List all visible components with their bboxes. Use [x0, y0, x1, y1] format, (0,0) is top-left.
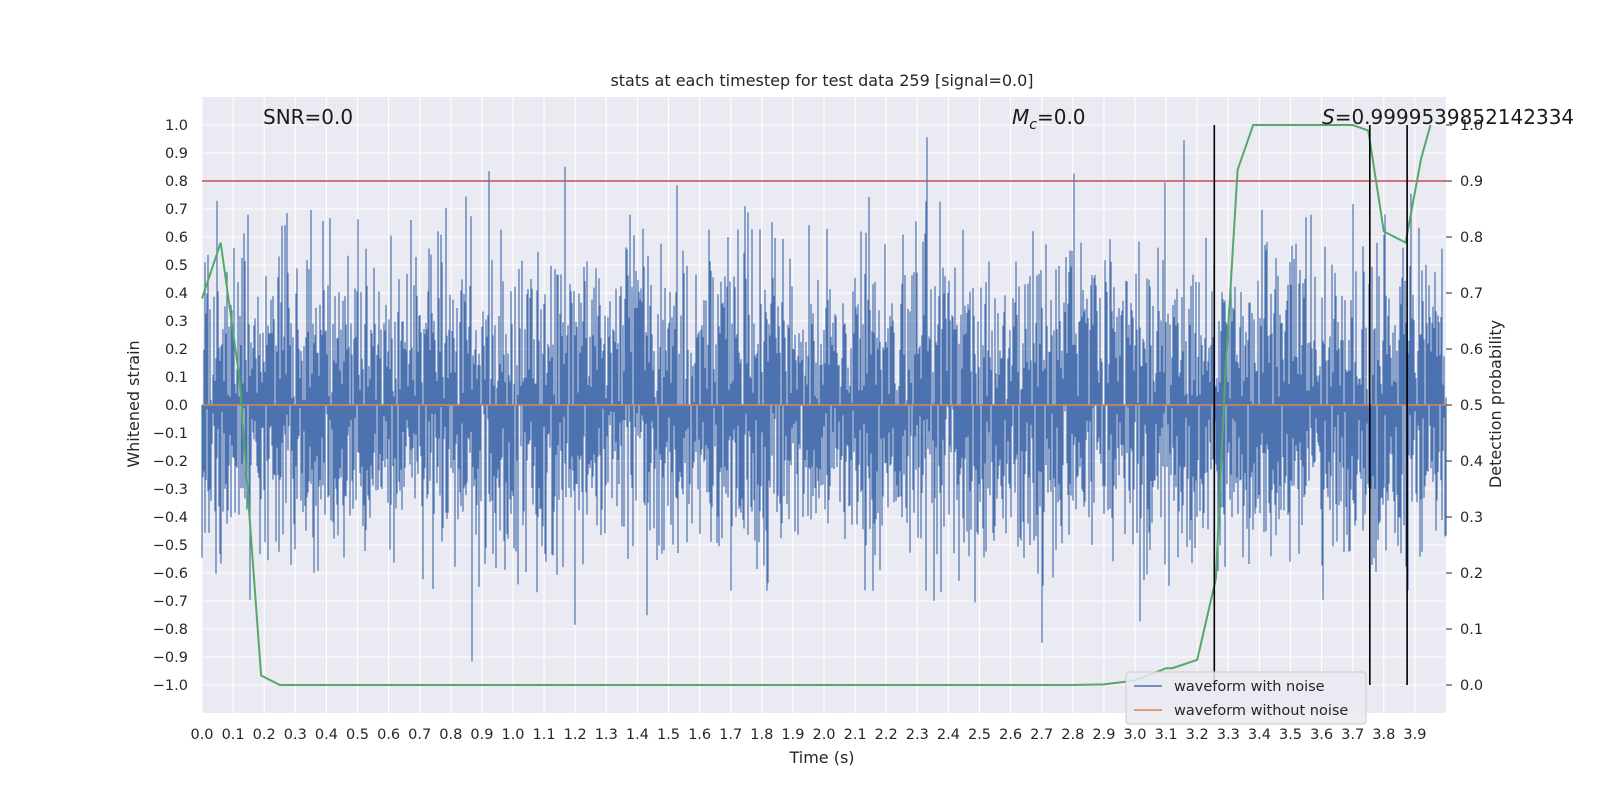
x-tick-label: 0.3 — [284, 727, 307, 743]
x-tick-label: 3.8 — [1372, 727, 1395, 743]
x-tick-label: 1.7 — [719, 727, 742, 743]
y2-tick-label: 1.0 — [1460, 118, 1483, 134]
x-tick-label: 2.4 — [937, 727, 960, 743]
legend-label-noise: waveform with noise — [1174, 679, 1325, 695]
s-symbol: S — [1322, 105, 1335, 129]
y-tick-label: −0.5 — [153, 538, 188, 554]
legend-label-clean: waveform without noise — [1174, 703, 1348, 719]
y2-tick-label: 0.8 — [1460, 230, 1483, 246]
y2-tick-label: 0.0 — [1460, 678, 1483, 694]
x-tick-label: 0.5 — [346, 727, 369, 743]
x-tick-label: 2.6 — [999, 727, 1022, 743]
marker-lines — [1213, 125, 1408, 685]
x-tick-label: 2.7 — [1030, 727, 1053, 743]
x-tick-label: 1.6 — [688, 727, 711, 743]
x-tick-label: 0.0 — [190, 727, 213, 743]
y2-tick-label: 0.1 — [1460, 622, 1483, 638]
y-tick-label: −0.3 — [153, 482, 188, 498]
x-axis-label: Time (s) — [788, 748, 854, 767]
y-tick-label: −1.0 — [153, 678, 188, 694]
y-axis-label: Whitened strain — [124, 340, 143, 467]
y2-axis-label: Detection probability — [1486, 320, 1505, 488]
y-tick-label: −0.9 — [153, 650, 188, 666]
x-tick-label: 0.1 — [222, 727, 245, 743]
x-tick-label: 1.8 — [750, 727, 773, 743]
x-tick-label: 3.1 — [1155, 727, 1178, 743]
x-tick-label: 2.3 — [906, 727, 929, 743]
x-tick-label: 2.1 — [844, 727, 867, 743]
x-tick-label: 0.8 — [439, 727, 462, 743]
y2-tick-label: 0.7 — [1460, 286, 1483, 302]
x-tick-label: 0.4 — [315, 727, 338, 743]
x-tick-label: 3.6 — [1310, 727, 1333, 743]
x-tick-label: 1.0 — [501, 727, 524, 743]
x-tick-label: 2.5 — [968, 727, 991, 743]
legend-box — [1125, 671, 1367, 725]
x-tick-label: 3.0 — [1123, 727, 1146, 743]
chart-title: stats at each timestep for test data 259… — [610, 71, 1033, 90]
snr-annotation: SNR=0.0 — [263, 105, 353, 129]
y-tick-label: 0.2 — [165, 342, 188, 358]
x-tick-label: 1.9 — [781, 727, 804, 743]
series-waveform-with-noise — [201, 137, 1447, 662]
detection-probability-line — [201, 124, 1432, 686]
y-tick-label: −0.8 — [153, 622, 188, 638]
y-tick-label: 0.7 — [165, 202, 188, 218]
legend: waveform with noise waveform without noi… — [1125, 671, 1367, 725]
y-tick-label: −0.2 — [153, 454, 188, 470]
y2-tick-label: 0.6 — [1460, 342, 1483, 358]
mc-subscript: c — [1029, 117, 1037, 133]
x-tick-label: 0.2 — [253, 727, 276, 743]
y2-tick-label: 0.5 — [1460, 398, 1483, 414]
s-value: =0.9999539852142334 — [1335, 105, 1574, 129]
y-tick-label: −0.7 — [153, 594, 188, 610]
y-tick-label: 0.3 — [165, 314, 188, 330]
y2-tick-label: 0.3 — [1460, 510, 1483, 526]
y-tick-label: −0.4 — [153, 510, 188, 526]
x-tick-label: 3.7 — [1341, 727, 1364, 743]
y-tick-label: −0.1 — [153, 426, 188, 442]
x-tick-label: 1.3 — [595, 727, 618, 743]
y-tick-label: 0.6 — [165, 230, 188, 246]
y-tick-label: 0.5 — [165, 258, 188, 274]
x-tick-label: 1.4 — [626, 727, 649, 743]
x-tick-label: 3.3 — [1217, 727, 1240, 743]
y-tick-label: 0.4 — [165, 286, 188, 302]
x-tick-label: 1.5 — [657, 727, 680, 743]
x-tick-label: 3.9 — [1403, 727, 1426, 743]
y2-tick-label: 0.4 — [1460, 454, 1483, 470]
y2-tick-label: 0.9 — [1460, 174, 1483, 190]
y-tick-label: 1.0 — [165, 118, 188, 134]
x-tick-label: 1.2 — [564, 727, 587, 743]
x-tick-label: 2.8 — [1061, 727, 1084, 743]
x-tick-label: 0.6 — [377, 727, 400, 743]
mc-value: =0.0 — [1037, 105, 1086, 129]
x-tick-label: 2.9 — [1092, 727, 1115, 743]
y2-tick-label: 0.2 — [1460, 566, 1483, 582]
y-tick-label: −0.6 — [153, 566, 188, 582]
mc-symbol: M — [1012, 105, 1029, 129]
x-tick-label: 2.2 — [875, 727, 898, 743]
y-tick-label: 0.0 — [165, 398, 188, 414]
y-axis-ticks: 1.0 0.9 0.8 0.7 0.6 0.5 0.4 0.3 0.2 0.1 0.0 −0.1 −0.… — [153, 118, 188, 694]
s-annotation: S=0.9999539852142334 — [1322, 105, 1574, 129]
x-tick-label: 3.5 — [1279, 727, 1302, 743]
x-tick-label: 0.7 — [408, 727, 431, 743]
x-tick-label: 0.9 — [470, 727, 493, 743]
x-tick-label: 1.1 — [533, 727, 556, 743]
y-tick-label: 0.8 — [165, 174, 188, 190]
mc-annotation: Mc=0.0 — [1012, 105, 1086, 133]
y2-axis-ticks: 1.0 0.9 0.8 0.7 0.6 0.5 0.4 0.3 0.2 0.1 0.0 — [1446, 118, 1483, 694]
x-tick-label: 3.2 — [1186, 727, 1209, 743]
y-tick-label: 0.9 — [165, 146, 188, 162]
x-axis-ticks: 0.0 0.1 0.2 0.3 0.4 0.5 0.6 0.7 0.8 0.9 1.0 1.1 1.2 1… — [190, 727, 1426, 743]
x-tick-label: 2.0 — [812, 727, 835, 743]
y-tick-label: 0.1 — [165, 370, 188, 386]
x-tick-label: 3.4 — [1248, 727, 1271, 743]
